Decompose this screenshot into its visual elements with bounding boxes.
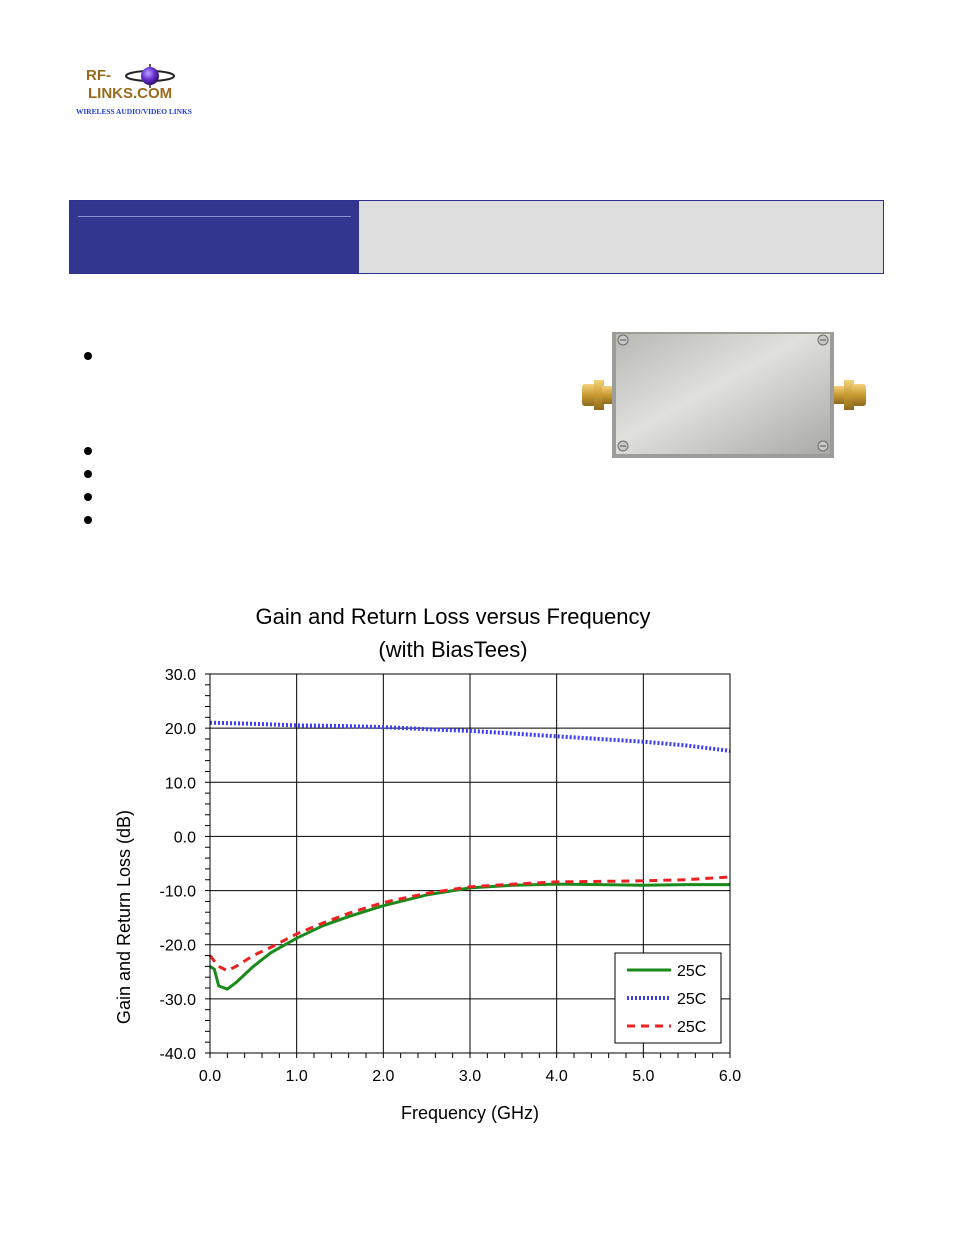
x-tick-label: 6.0 <box>719 1068 741 1085</box>
y-tick-label: -20.0 <box>160 938 197 955</box>
x-tick-label: 4.0 <box>546 1068 568 1085</box>
product-photo <box>582 328 868 460</box>
bullet-marker <box>84 352 92 360</box>
y-tick-label: -10.0 <box>160 884 197 901</box>
screw-icon <box>617 334 629 346</box>
company-logo: RF- LINKS.COM WIRELESS AUDIO/VIDEO LINKS <box>74 62 204 118</box>
y-tick-label: 30.0 <box>165 667 196 684</box>
header-band-right <box>359 201 883 273</box>
x-tick-label: 5.0 <box>632 1068 654 1085</box>
globe-icon <box>125 64 175 88</box>
x-tick-label: 1.0 <box>286 1068 308 1085</box>
header-band-left <box>70 201 359 273</box>
bullet-marker <box>84 470 92 478</box>
bullet-marker <box>84 516 92 524</box>
screw-icon <box>817 334 829 346</box>
chart-legend: 25C 25C 25C <box>614 952 722 1044</box>
x-tick-label: 3.0 <box>459 1068 481 1085</box>
bullet-marker <box>84 447 92 455</box>
y-tick-label: -40.0 <box>160 1046 197 1063</box>
logo-line1: RF- <box>86 67 111 84</box>
gain-return-loss-chart: Gain and Return Loss versus Frequency (w… <box>114 604 742 1123</box>
y-axis-label: Gain and Return Loss (dB) <box>114 810 134 1024</box>
series-line-2 <box>209 720 731 753</box>
header-rule <box>78 216 351 217</box>
screw-icon <box>617 440 629 452</box>
chart-series <box>208 720 731 991</box>
sma-connector-right <box>834 380 866 410</box>
bullet-marker <box>84 493 92 501</box>
x-tick-label: 0.0 <box>199 1068 221 1085</box>
chart-title-line1: Gain and Return Loss versus Frequency <box>256 604 651 629</box>
series-line-3 <box>208 875 731 973</box>
legend-label: 25C <box>677 991 706 1008</box>
legend-label: 25C <box>677 1019 706 1036</box>
sma-connector-left <box>582 380 614 410</box>
logo-tagline: WIRELESS AUDIO/VIDEO LINKS <box>76 107 192 116</box>
y-tick-label: -30.0 <box>160 992 197 1009</box>
x-axis-label: Frequency (GHz) <box>401 1103 539 1123</box>
logo-line2: LINKS.COM <box>88 85 172 102</box>
x-tick-label: 2.0 <box>372 1068 394 1085</box>
chart-ticks: 0.0 1.0 2.0 3.0 4.0 5.0 6.0 30.0 20.0 10.0 0.0 -10.… <box>160 667 742 1085</box>
y-tick-label: 0.0 <box>174 829 196 846</box>
y-tick-label: 10.0 <box>165 775 196 792</box>
header-band <box>69 200 884 274</box>
screw-icon <box>817 440 829 452</box>
chart-title-line2: (with BiasTees) <box>378 637 527 662</box>
y-tick-label: 20.0 <box>165 721 196 738</box>
series-line-1 <box>209 882 730 991</box>
legend-label: 25C <box>677 963 706 980</box>
